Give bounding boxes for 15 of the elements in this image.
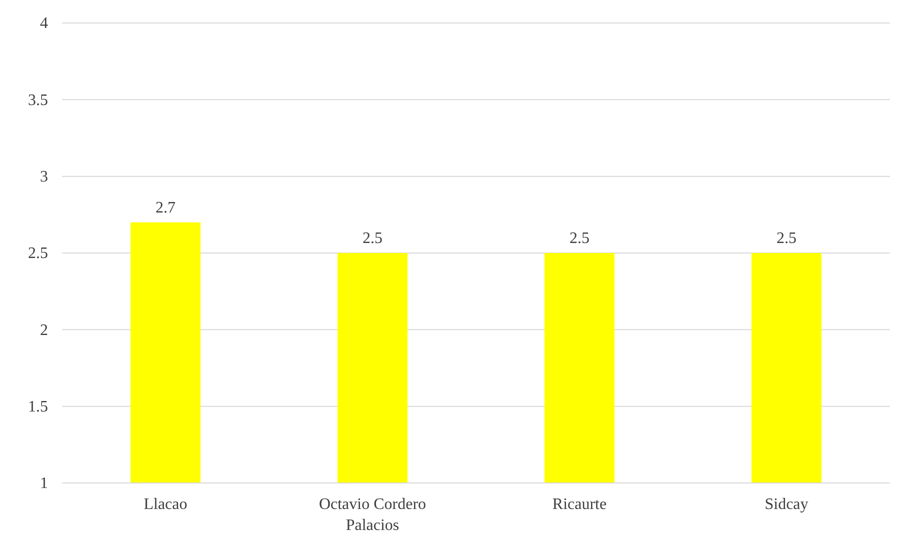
- x-tick-label: Llacao: [144, 496, 188, 513]
- y-tick-label: 1: [40, 475, 48, 492]
- data-label: 2.5: [570, 230, 590, 247]
- data-label: 2.7: [156, 199, 176, 216]
- y-tick-label: 1.5: [28, 398, 48, 416]
- y-tick-label: 2: [40, 322, 48, 339]
- x-tick-label: Sidcay: [764, 496, 808, 513]
- y-tick-label: 2.5: [28, 245, 48, 262]
- data-label: 2.5: [776, 230, 796, 247]
- y-tick-label: 4: [40, 15, 48, 32]
- x-tick-label: Ricaurte: [552, 496, 607, 513]
- data-label: 2.5: [362, 230, 382, 247]
- x-tick-label: Octavio Cordero Palacios: [318, 496, 426, 534]
- y-tick-label: 3.5: [28, 92, 48, 109]
- y-tick-label: 3: [40, 168, 48, 186]
